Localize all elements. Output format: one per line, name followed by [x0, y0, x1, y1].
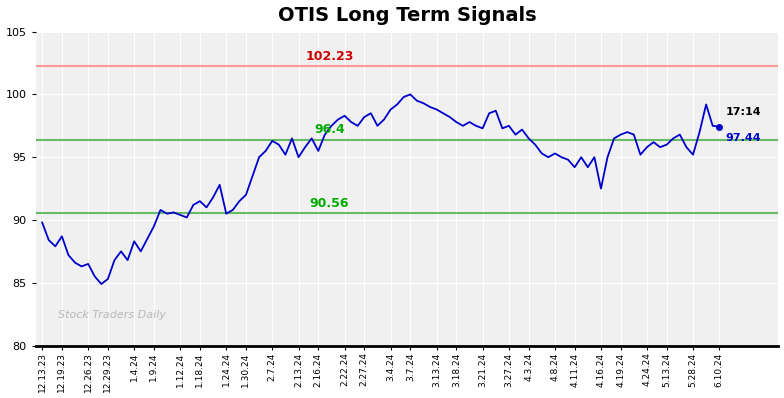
Text: 17:14: 17:14 [726, 107, 761, 117]
Title: OTIS Long Term Signals: OTIS Long Term Signals [278, 6, 536, 25]
Text: Stock Traders Daily: Stock Traders Daily [58, 310, 166, 320]
Text: 102.23: 102.23 [305, 50, 354, 63]
Text: 96.4: 96.4 [314, 123, 345, 137]
Text: 90.56: 90.56 [310, 197, 349, 210]
Text: 97.44: 97.44 [726, 133, 761, 143]
